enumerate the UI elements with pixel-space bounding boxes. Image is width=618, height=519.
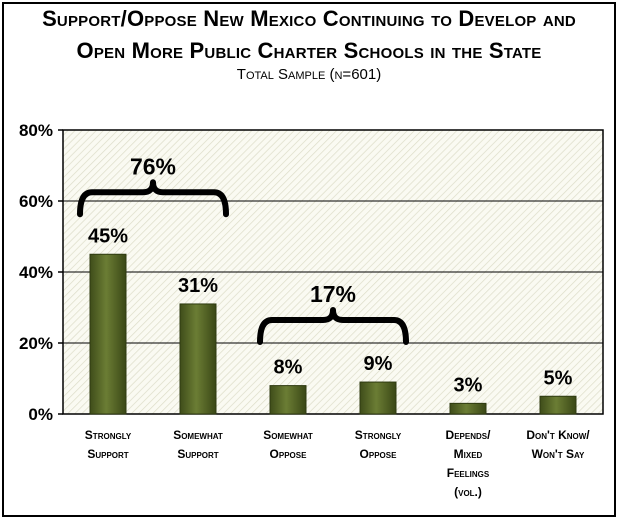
y-tick-label: 20% xyxy=(19,334,53,353)
x-category-label: Strongly Support xyxy=(58,426,158,464)
y-tick-label: 60% xyxy=(19,192,53,211)
x-category-label-line: Oppose xyxy=(269,447,307,461)
x-category-label-line: Support xyxy=(87,447,129,461)
y-tick-label: 80% xyxy=(19,121,53,140)
y-tick-label: 40% xyxy=(19,263,53,282)
bar-value-label: 5% xyxy=(544,367,573,389)
x-category-label-line: Won't Say xyxy=(531,447,585,461)
x-category-label: Strongly Oppose xyxy=(328,426,428,464)
x-category-label: Somewhat Support xyxy=(148,426,248,464)
bar-value-label: 9% xyxy=(364,353,393,375)
bar-value-label: 3% xyxy=(454,374,483,396)
bar xyxy=(539,395,577,415)
brace-total-label: 76% xyxy=(130,153,176,179)
x-category-label: Somewhat Oppose xyxy=(238,426,338,464)
bar xyxy=(359,381,397,415)
x-category-label-line: Somewhat xyxy=(173,428,223,442)
x-category-label-line: (vol.) xyxy=(454,485,482,499)
brace xyxy=(77,179,229,218)
x-category-label-line: Don't Know/ xyxy=(526,428,590,442)
brace xyxy=(257,307,409,346)
x-category-label-line: Depends/ xyxy=(445,428,491,442)
y-tick-label: 0% xyxy=(28,405,53,424)
x-category-label-line: Mixed xyxy=(453,447,483,461)
x-category-label-line: Strongly xyxy=(354,428,402,442)
x-category-label-line: Oppose xyxy=(359,447,397,461)
x-category-label-line: Support xyxy=(177,447,219,461)
brace-total-label: 17% xyxy=(310,281,356,307)
bar xyxy=(179,303,217,415)
x-category-label-line: Feelings xyxy=(446,466,490,480)
bar-value-label: 31% xyxy=(178,275,218,297)
x-category-label-line: Strongly xyxy=(84,428,132,442)
chart-subtitle: Total Sample (n=601) xyxy=(236,66,382,83)
bar xyxy=(89,253,127,415)
bar xyxy=(269,385,307,415)
chart-title-line2: Open More Public Charter Schools in the … xyxy=(76,38,542,63)
x-category-label: Don't Know/Won't Say xyxy=(508,426,608,464)
bar-value-label: 45% xyxy=(88,225,128,247)
x-category-label-line: Somewhat xyxy=(263,428,313,442)
x-category-label: Depends/Mixed Feelings (vol.) xyxy=(418,426,518,502)
bar-value-label: 8% xyxy=(274,357,303,379)
bar xyxy=(449,402,487,415)
chart-title-line1: Support/Oppose New Mexico Continuing to … xyxy=(42,6,576,31)
